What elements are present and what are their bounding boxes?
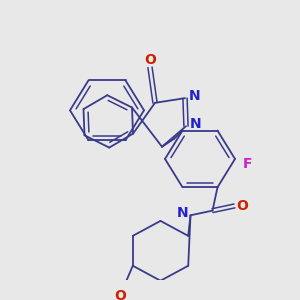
Text: F: F — [243, 157, 253, 171]
Text: O: O — [144, 53, 156, 67]
Text: O: O — [114, 289, 126, 300]
Text: N: N — [189, 89, 201, 103]
Text: N: N — [190, 117, 202, 131]
Text: O: O — [237, 199, 248, 213]
Text: N: N — [177, 206, 188, 220]
